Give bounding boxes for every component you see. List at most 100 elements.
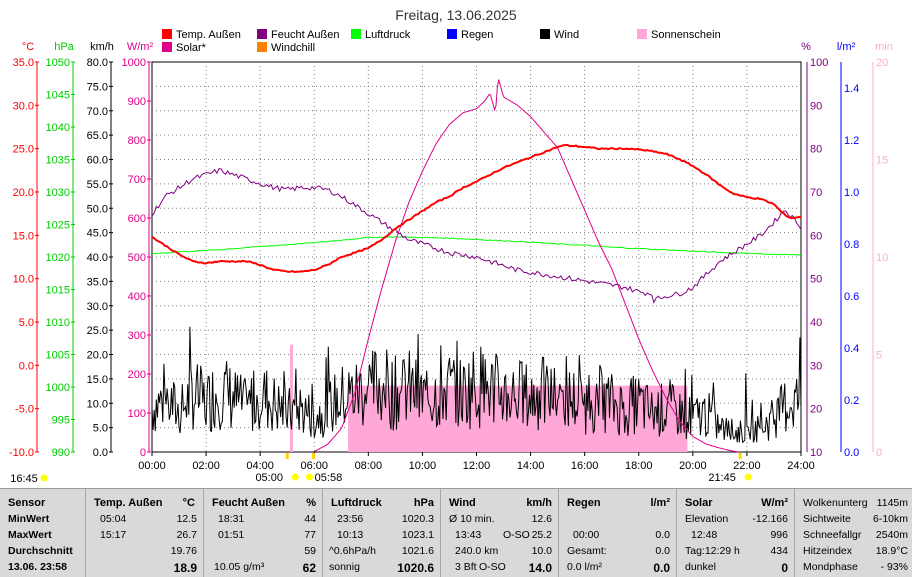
extra-cloudbase-label: Wolkenunterg [803,497,868,509]
luft-unit: hPa [413,497,434,509]
left-axis-tick: 80.0 [87,57,108,69]
solar-daylen: Tag:12:29 h [685,545,740,557]
x-tick-label: 02:00 [192,460,220,472]
left-axis-tick: 1035 [46,155,70,167]
x-tick-label: 10:00 [409,460,437,472]
x-tick-label: 16:00 [571,460,599,472]
temp-current-value: 18.9 [173,561,197,575]
extra-cloudbase-value: 1145m [876,497,908,509]
left-axis-tick: 10.0 [87,398,108,410]
sun-marker-dot [40,474,48,482]
left-axis-tick: 60.0 [87,155,108,167]
left-axis-tick: 15.0 [87,374,108,386]
left-axis-tick: 1015 [46,285,70,297]
solar-line [313,79,740,453]
left-axis-tick: 500 [128,252,146,264]
x-tick-label: 04:00 [246,460,274,472]
left-axis-tick: 300 [128,330,146,342]
extra-heatindex-label: Hitzeindex [803,545,853,557]
sunshine-bar [289,344,293,452]
sun-marker-label: 05:00 [255,472,283,484]
solar-elev-label: Elevation [685,513,729,525]
extra-moon-value: - 93% [880,561,908,573]
regen-header: Regen [567,497,601,509]
right-axis-tick: 90 [810,100,822,112]
left-axis-tick: 700 [128,174,146,186]
solar-elev-value: -12.166 [752,513,788,525]
extra-heatindex-value: 18.9°C [875,545,908,557]
right-axis-tick: 0.4 [844,343,859,355]
regen-max-value: 0.0 [655,529,670,541]
sun-marker-tick [311,453,315,459]
legend-swatch [351,29,361,39]
col-feucht: Feucht Außen % 18:31 44 01:51 77 59 10.05 … [204,489,323,577]
right-axis-tick: 1.2 [844,135,859,147]
temp-max-time: 15:17 [100,529,127,541]
right-axis-tick: 20 [876,57,888,69]
left-axis-tick: 5.0 [93,423,108,435]
left-axis-tick: 40.0 [87,252,108,264]
x-tick-label: 12:00 [463,460,491,472]
left-axis-tick: 1045 [46,90,70,102]
left-axis-tick: 990 [52,447,70,459]
col-luftdruck: Luftdruck hPa 23:56 1020.3 10:13 1023.1 ^0… [323,489,441,577]
feucht-min-value: 44 [304,513,316,525]
luft-min-value: 1020.3 [401,513,434,525]
wind-run: 240.0 km [455,545,499,557]
wind-header: Wind [449,497,476,509]
legend-swatch [540,29,550,39]
wind-current-value: 14.0 [528,561,552,575]
sensor-avg: Durchschnitt [8,545,73,557]
feucht-line [151,168,802,304]
x-tick-label: 00:00 [138,460,166,472]
solar-current-value: 0 [781,561,788,575]
chart-title: Freitag, 13.06.2025 [395,7,517,23]
left-axis-tick: 20.0 [87,350,108,362]
wind-unit: km/h [526,497,552,509]
left-axis-tick: 75.0 [87,81,108,93]
regen-max-time: 00:00 [573,529,600,541]
regen-total-label: Gesamt: [567,545,607,557]
luft-trend: ^0.6hPa/h [329,545,376,557]
right-axis-unit: % [801,41,811,53]
left-axis-tick: 0.0 [93,447,108,459]
wind-max-time: 13:43 [455,529,482,541]
chart-svg: Freitag, 13.06.2025 Temp. Außen Feucht Au… [9,7,893,485]
left-axis-tick: 20.0 [13,187,34,199]
left-axis-tick: 1000 [46,382,70,394]
col-wind: Wind km/h Ø 10 min. 12.6 13:43 O-SO 25.2 24… [441,489,559,577]
right-axis-tick: 50 [810,274,822,286]
right-axis-unit: l/m² [837,41,856,53]
left-axis-unit: °C [22,41,34,53]
feucht-abs: 10.05 g/m³ [214,561,265,573]
solar-max-time: 12:48 [691,529,718,541]
temp-max-value: 26.7 [176,529,197,541]
left-axis-tick: 1025 [46,220,70,232]
right-axis-tick: 20 [810,404,822,416]
legend-label: Regen [461,29,493,41]
left-axis-tick: 15.0 [13,230,34,242]
left-axis-tick: 995 [52,415,70,427]
legend-label: Windchill [271,42,315,54]
left-axis-tick: 600 [128,213,146,225]
plot-area [151,79,802,453]
right-axis-tick: 15 [876,155,888,167]
luftdruck-line [151,236,802,256]
wind-mean-value: 10.0 [531,545,552,557]
solar-unit: W/m² [761,497,788,509]
feucht-max-time: 01:51 [218,529,245,541]
temp-unit: °C [182,497,195,509]
luft-current-value: 1020.6 [397,561,434,575]
left-axis-tick: 30.0 [87,301,108,313]
sun-marker-dot [744,473,752,481]
extra-visibility-label: Sichtweite [803,513,851,525]
sun-marker-dot [291,473,299,481]
x-tick-label: 14:00 [517,460,545,472]
solar-max-value: 996 [770,529,788,541]
right-axis-tick: 0.8 [844,239,859,251]
solar-header: Solar [685,497,713,509]
sun-marker-label: 16:45 [10,473,38,485]
left-axis-tick: 0 [140,447,146,459]
extra-moon-label: Mondphase [803,561,858,573]
